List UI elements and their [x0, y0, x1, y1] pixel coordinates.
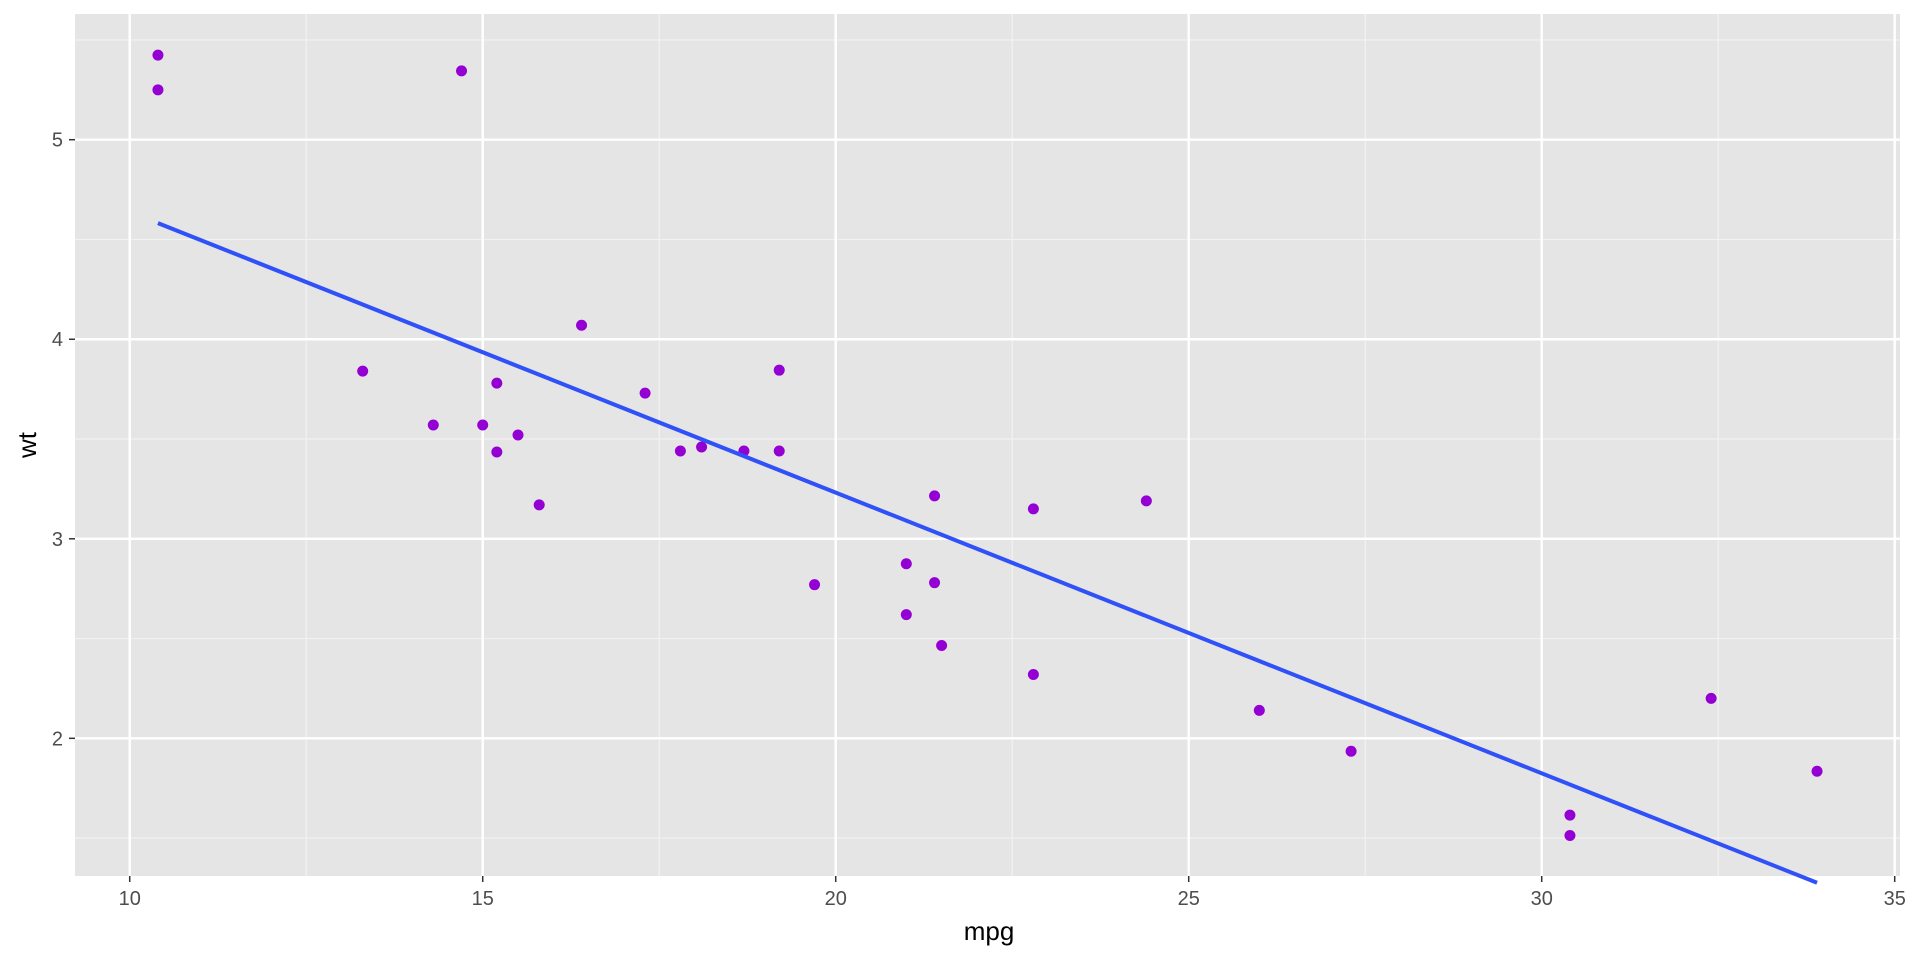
- y-axis-title: wt: [12, 431, 42, 459]
- data-point: [477, 419, 489, 431]
- data-point: [1140, 495, 1152, 507]
- data-point: [1027, 668, 1039, 680]
- data-point: [1811, 765, 1823, 777]
- data-point: [533, 499, 545, 511]
- data-point: [152, 84, 164, 96]
- data-point: [773, 445, 785, 457]
- data-point: [639, 387, 651, 399]
- x-tick-label: 25: [1178, 888, 1200, 910]
- x-tick-label: 10: [119, 888, 141, 910]
- data-point: [674, 445, 686, 457]
- data-point: [512, 429, 524, 441]
- panel-background: [75, 14, 1900, 876]
- data-point: [809, 579, 821, 591]
- x-tick-label: 20: [825, 888, 847, 910]
- y-tick-label: 5: [52, 130, 63, 152]
- data-points: [152, 49, 1823, 841]
- x-tick-label: 15: [472, 888, 494, 910]
- data-point: [427, 419, 439, 431]
- data-point: [152, 49, 164, 61]
- data-point: [491, 377, 503, 389]
- y-tick-label: 2: [52, 728, 63, 750]
- y-tick-label: 3: [52, 529, 63, 551]
- data-point: [576, 319, 588, 331]
- x-tick-label: 35: [1884, 888, 1906, 910]
- data-point: [1345, 745, 1357, 757]
- data-point: [900, 609, 912, 621]
- data-point: [357, 365, 369, 377]
- axis-ticks: [69, 138, 1896, 882]
- data-point: [491, 446, 503, 458]
- x-axis-title: mpg: [964, 916, 1015, 946]
- data-point: [929, 577, 941, 589]
- tick-labels: 10 15 20 25 30 35 2 3 4 5: [52, 130, 1906, 910]
- data-point: [696, 441, 708, 453]
- data-point: [1253, 704, 1265, 716]
- data-point: [773, 364, 785, 376]
- y-tick-label: 4: [52, 329, 63, 351]
- data-point: [1564, 829, 1576, 841]
- data-point: [1027, 503, 1039, 515]
- regression-line: [157, 221, 1818, 885]
- data-point: [929, 490, 941, 502]
- x-tick-label: 30: [1531, 888, 1553, 910]
- data-point: [1705, 692, 1717, 704]
- data-point: [456, 65, 468, 77]
- minor-gridlines: [75, 14, 1900, 876]
- data-point: [936, 640, 948, 652]
- data-point: [1564, 809, 1576, 821]
- data-point: [900, 558, 912, 570]
- major-gridlines: [75, 14, 1900, 876]
